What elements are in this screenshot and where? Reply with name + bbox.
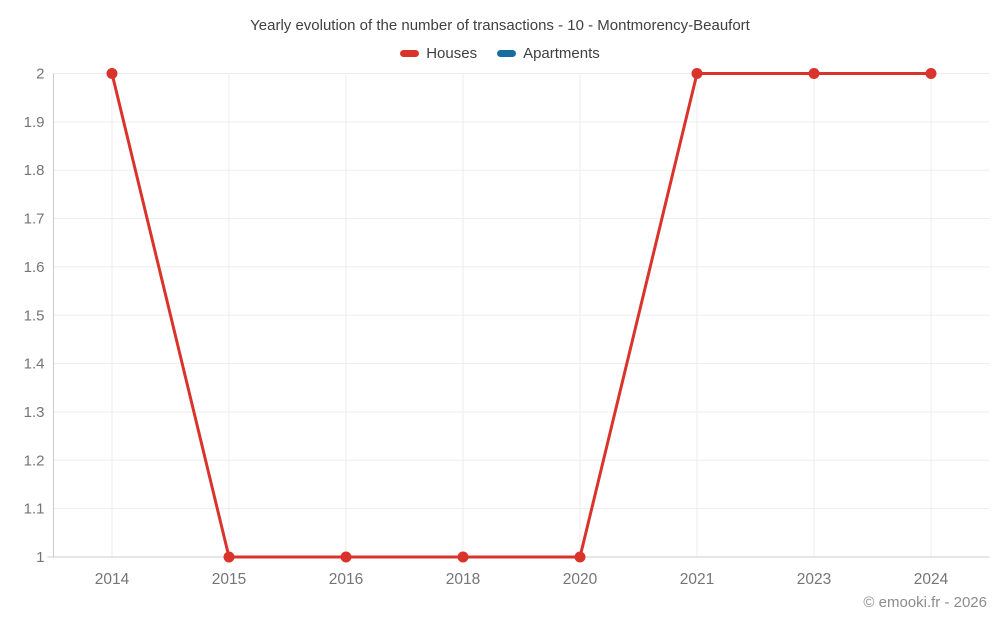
data-point-marker[interactable] bbox=[106, 68, 118, 79]
houses-series-swatch-icon bbox=[400, 50, 420, 57]
y-axis-tick-label: 2 bbox=[36, 66, 44, 83]
data-point-marker[interactable] bbox=[691, 68, 703, 79]
y-axis-tick-label: 1.8 bbox=[24, 162, 45, 179]
chart-title: Yearly evolution of the number of transa… bbox=[250, 17, 750, 34]
copyright-text: © emooki.fr - 2026 bbox=[863, 594, 987, 611]
data-point-marker[interactable] bbox=[574, 551, 586, 563]
legend-label-houses: Houses bbox=[426, 45, 478, 62]
data-point-marker[interactable] bbox=[808, 68, 820, 79]
legend-item-houses[interactable]: Houses bbox=[400, 45, 477, 62]
y-axis-tick-label: 1.1 bbox=[24, 501, 45, 518]
x-axis-tick-label: 2014 bbox=[95, 571, 130, 588]
x-axis-tick-label: 2023 bbox=[797, 571, 831, 588]
x-axis-tick-label: 2016 bbox=[329, 571, 363, 588]
data-point-marker[interactable] bbox=[925, 68, 937, 79]
y-axis-tick-label: 1.4 bbox=[24, 356, 45, 373]
series-line-houses bbox=[110, 72, 931, 559]
legend-item-apartments[interactable]: Apartments bbox=[497, 45, 600, 62]
legend-label-apartments: Apartments bbox=[523, 45, 600, 62]
x-axis-tick-label: 2024 bbox=[914, 571, 949, 588]
data-point-marker[interactable] bbox=[457, 551, 469, 563]
y-axis-tick-label: 1 bbox=[36, 549, 44, 566]
y-axis-tick-label: 1.5 bbox=[24, 307, 45, 324]
y-axis-tick-label: 1.6 bbox=[24, 259, 45, 276]
y-axis-tick-label: 1.2 bbox=[24, 452, 45, 469]
y-axis-tick-label: 1.3 bbox=[24, 404, 45, 421]
y-axis-tick-label: 1.7 bbox=[24, 211, 45, 228]
data-point-marker[interactable] bbox=[223, 551, 235, 563]
chart-legend: Houses Apartments bbox=[0, 45, 1000, 62]
apartments-series-swatch-icon bbox=[497, 50, 517, 57]
x-axis-tick-label: 2015 bbox=[212, 571, 246, 588]
y-axis-tick-label: 1.9 bbox=[24, 114, 45, 131]
x-axis-tick-label: 2018 bbox=[446, 571, 480, 588]
x-axis-tick-label: 2020 bbox=[563, 571, 598, 588]
data-point-marker[interactable] bbox=[340, 551, 352, 563]
x-axis-tick-label: 2021 bbox=[680, 571, 714, 588]
